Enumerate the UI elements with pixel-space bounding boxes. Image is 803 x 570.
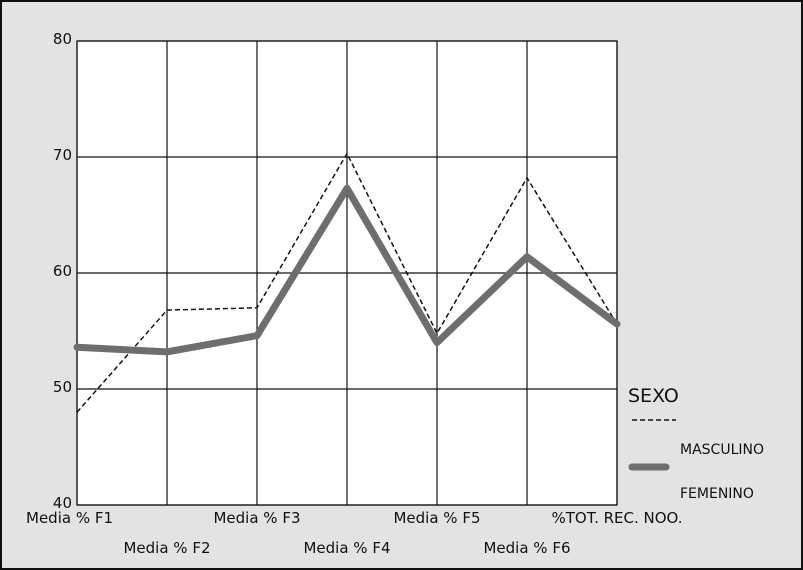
x-tick-label: %TOT. REC. NOO. <box>551 509 682 527</box>
x-tick-label: Media % F1 <box>26 509 113 527</box>
series-line-masculino <box>76 151 618 413</box>
x-tick-label: Media % F3 <box>213 509 300 527</box>
y-tick-label: 40 <box>53 494 72 512</box>
plot-border <box>76 40 618 506</box>
legend: SEXO MASCULINO FEMENINO <box>628 385 764 502</box>
legend-label-masculino: MASCULINO <box>680 442 764 458</box>
legend-label-femenino: FEMENINO <box>680 486 754 502</box>
x-tick-label: Media % F2 <box>123 539 210 557</box>
x-tick-label: Media % F4 <box>303 539 390 557</box>
y-tick-label: 80 <box>53 30 72 48</box>
x-tick-label: Media % F5 <box>393 509 480 527</box>
y-tick-label: 60 <box>53 262 72 280</box>
series-line-femenino <box>73 184 621 356</box>
y-tick-label: 50 <box>53 378 72 396</box>
legend-title: SEXO <box>628 385 679 407</box>
x-tick-label: Media % F6 <box>483 539 570 557</box>
y-tick-label: 70 <box>53 146 72 164</box>
